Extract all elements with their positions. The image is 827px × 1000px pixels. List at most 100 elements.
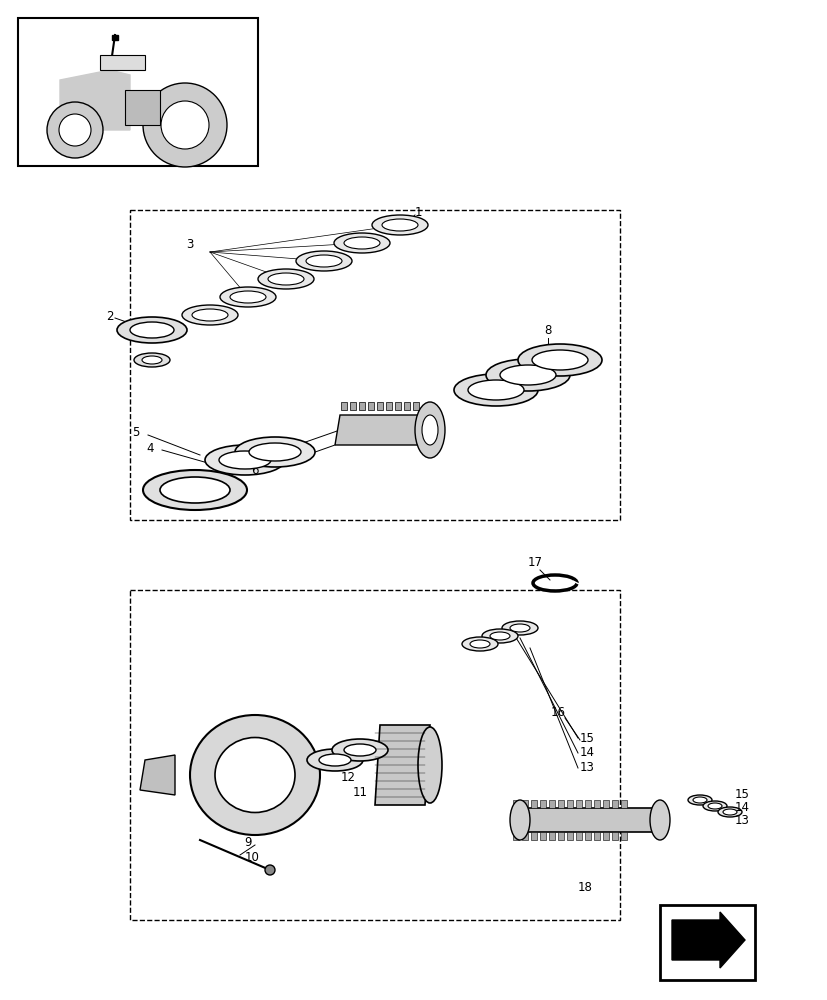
- Ellipse shape: [333, 233, 390, 253]
- Ellipse shape: [467, 380, 523, 400]
- Polygon shape: [593, 800, 600, 808]
- Ellipse shape: [687, 795, 711, 805]
- Bar: [112, 35, 118, 40]
- Ellipse shape: [130, 322, 174, 338]
- Ellipse shape: [722, 809, 736, 815]
- Circle shape: [59, 114, 91, 146]
- Text: 10: 10: [244, 851, 259, 864]
- Circle shape: [160, 101, 208, 149]
- Bar: [130, 590, 619, 920]
- Ellipse shape: [481, 629, 518, 643]
- Polygon shape: [539, 832, 545, 840]
- Ellipse shape: [509, 800, 529, 840]
- Bar: [18, 18, 258, 166]
- Text: 17: 17: [527, 556, 542, 570]
- Text: 1: 1: [414, 206, 421, 219]
- Ellipse shape: [707, 803, 721, 809]
- Ellipse shape: [134, 353, 170, 367]
- Ellipse shape: [343, 237, 380, 249]
- Ellipse shape: [235, 437, 314, 467]
- Ellipse shape: [501, 621, 538, 635]
- Ellipse shape: [306, 255, 342, 267]
- Ellipse shape: [418, 727, 442, 803]
- Ellipse shape: [509, 624, 529, 632]
- Ellipse shape: [532, 350, 587, 370]
- Ellipse shape: [192, 309, 227, 321]
- Bar: [125, 90, 160, 125]
- Ellipse shape: [249, 443, 301, 461]
- Polygon shape: [404, 402, 409, 410]
- Polygon shape: [335, 415, 429, 445]
- Polygon shape: [557, 800, 563, 808]
- Text: 2: 2: [106, 310, 113, 322]
- Polygon shape: [611, 832, 617, 840]
- Polygon shape: [585, 800, 590, 808]
- Ellipse shape: [160, 477, 230, 503]
- Polygon shape: [548, 800, 554, 808]
- Polygon shape: [530, 832, 537, 840]
- Ellipse shape: [692, 797, 706, 803]
- Ellipse shape: [205, 445, 284, 475]
- Ellipse shape: [230, 291, 265, 303]
- Ellipse shape: [518, 344, 601, 376]
- Circle shape: [265, 865, 275, 875]
- Polygon shape: [576, 800, 581, 808]
- Polygon shape: [376, 402, 383, 410]
- Polygon shape: [350, 402, 356, 410]
- Ellipse shape: [218, 451, 270, 469]
- Text: 15: 15: [734, 788, 749, 801]
- Polygon shape: [359, 402, 365, 410]
- Polygon shape: [341, 402, 347, 410]
- Polygon shape: [566, 800, 572, 808]
- Polygon shape: [513, 800, 519, 808]
- Text: 13: 13: [734, 814, 749, 827]
- Polygon shape: [530, 800, 537, 808]
- Text: 9: 9: [244, 836, 251, 849]
- Text: 14: 14: [734, 801, 749, 814]
- Polygon shape: [566, 832, 572, 840]
- Polygon shape: [513, 832, 519, 840]
- Ellipse shape: [141, 356, 162, 364]
- Text: 16: 16: [550, 706, 565, 718]
- Polygon shape: [539, 800, 545, 808]
- Polygon shape: [367, 402, 374, 410]
- Ellipse shape: [490, 632, 509, 640]
- Ellipse shape: [307, 749, 362, 771]
- Ellipse shape: [318, 754, 351, 766]
- Ellipse shape: [414, 402, 444, 458]
- Polygon shape: [548, 832, 554, 840]
- Ellipse shape: [500, 365, 555, 385]
- Text: 15: 15: [579, 732, 594, 744]
- Text: 4: 4: [146, 442, 154, 454]
- Ellipse shape: [189, 715, 319, 835]
- Text: 7: 7: [258, 448, 265, 460]
- Bar: [130, 210, 619, 520]
- Polygon shape: [672, 912, 744, 968]
- Ellipse shape: [702, 801, 726, 811]
- Ellipse shape: [461, 637, 497, 651]
- Text: 14: 14: [579, 746, 595, 760]
- Polygon shape: [100, 55, 145, 70]
- Polygon shape: [620, 832, 626, 840]
- Text: 3: 3: [186, 238, 194, 251]
- Ellipse shape: [422, 415, 437, 445]
- Ellipse shape: [117, 317, 187, 343]
- Polygon shape: [413, 402, 418, 410]
- Polygon shape: [611, 800, 617, 808]
- Polygon shape: [576, 832, 581, 840]
- Text: 8: 8: [543, 324, 551, 336]
- Text: 6: 6: [251, 464, 258, 477]
- Polygon shape: [385, 402, 391, 410]
- Ellipse shape: [332, 739, 388, 761]
- Text: 13: 13: [579, 761, 594, 774]
- Bar: [659, 905, 754, 980]
- Text: 12: 12: [340, 771, 355, 784]
- Ellipse shape: [371, 215, 428, 235]
- Polygon shape: [602, 832, 609, 840]
- Ellipse shape: [470, 640, 490, 648]
- Text: 11: 11: [352, 786, 367, 799]
- Text: 18: 18: [577, 881, 592, 894]
- Ellipse shape: [215, 737, 294, 812]
- Polygon shape: [602, 800, 609, 808]
- Polygon shape: [620, 800, 626, 808]
